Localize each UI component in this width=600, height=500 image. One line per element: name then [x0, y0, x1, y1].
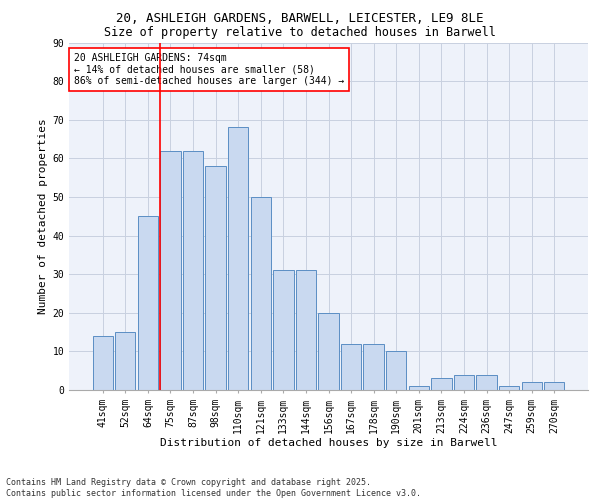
Bar [454, 374, 474, 390]
Bar [160, 150, 181, 390]
X-axis label: Distribution of detached houses by size in Barwell: Distribution of detached houses by size … [160, 438, 497, 448]
Bar [273, 270, 293, 390]
Text: Contains HM Land Registry data © Crown copyright and database right 2025.
Contai: Contains HM Land Registry data © Crown c… [6, 478, 421, 498]
Bar [92, 336, 113, 390]
Bar [364, 344, 384, 390]
Text: 20 ASHLEIGH GARDENS: 74sqm
← 14% of detached houses are smaller (58)
86% of semi: 20 ASHLEIGH GARDENS: 74sqm ← 14% of deta… [74, 53, 344, 86]
Text: Size of property relative to detached houses in Barwell: Size of property relative to detached ho… [104, 26, 496, 39]
Bar [183, 150, 203, 390]
Bar [499, 386, 519, 390]
Bar [228, 128, 248, 390]
Bar [341, 344, 361, 390]
Text: 20, ASHLEIGH GARDENS, BARWELL, LEICESTER, LE9 8LE: 20, ASHLEIGH GARDENS, BARWELL, LEICESTER… [116, 12, 484, 26]
Bar [544, 382, 565, 390]
Bar [521, 382, 542, 390]
Bar [138, 216, 158, 390]
Y-axis label: Number of detached properties: Number of detached properties [38, 118, 48, 314]
Bar [319, 313, 338, 390]
Bar [476, 374, 497, 390]
Bar [251, 197, 271, 390]
Bar [431, 378, 452, 390]
Bar [205, 166, 226, 390]
Bar [409, 386, 429, 390]
Bar [386, 352, 406, 390]
Bar [296, 270, 316, 390]
Bar [115, 332, 136, 390]
